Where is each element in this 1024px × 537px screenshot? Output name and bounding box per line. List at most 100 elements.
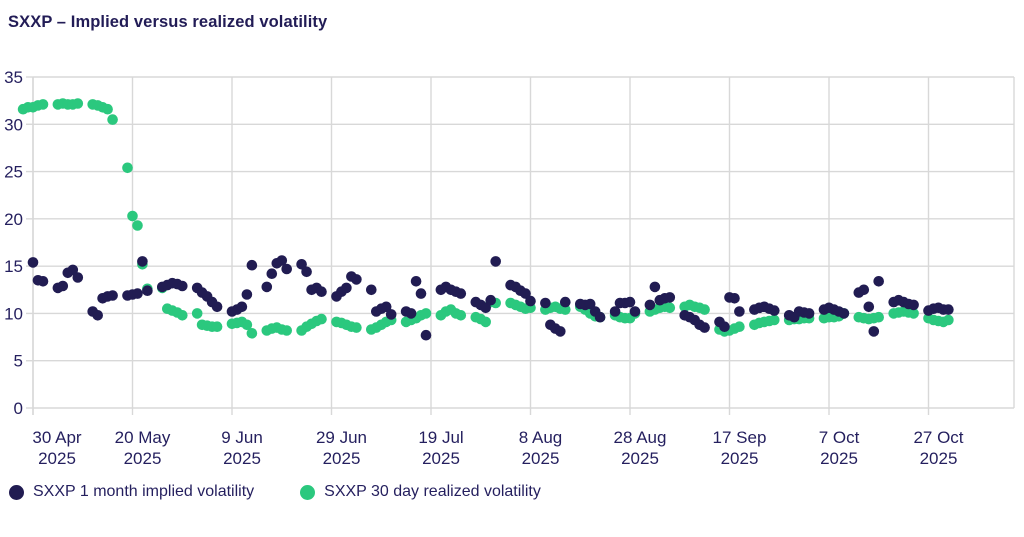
data-point-realized[interactable] bbox=[734, 321, 745, 333]
data-point-implied[interactable] bbox=[241, 289, 253, 300]
data-point-implied[interactable] bbox=[584, 298, 596, 310]
data-point-implied[interactable] bbox=[67, 264, 79, 276]
data-point-implied[interactable] bbox=[644, 299, 656, 311]
data-point-realized[interactable] bbox=[177, 310, 188, 321]
data-point-implied[interactable] bbox=[211, 301, 223, 313]
data-point-implied[interactable] bbox=[729, 293, 740, 304]
data-point-implied[interactable] bbox=[943, 304, 954, 315]
data-point-realized[interactable] bbox=[351, 322, 362, 333]
data-point-implied[interactable] bbox=[560, 296, 571, 308]
data-point-implied[interactable] bbox=[296, 259, 307, 270]
x-tick-label-year: 2025 bbox=[721, 449, 759, 468]
data-point-implied[interactable] bbox=[719, 321, 730, 333]
data-point-implied[interactable] bbox=[858, 284, 870, 296]
data-point-realized[interactable] bbox=[246, 328, 258, 339]
y-tick-label: 5 bbox=[14, 352, 23, 371]
data-point-implied[interactable] bbox=[664, 292, 676, 303]
data-point-implied[interactable] bbox=[281, 263, 293, 275]
data-point-realized[interactable] bbox=[281, 325, 293, 336]
data-point-implied[interactable] bbox=[142, 285, 153, 297]
data-point-realized[interactable] bbox=[769, 314, 780, 326]
data-point-realized[interactable] bbox=[211, 321, 223, 333]
data-point-implied[interactable] bbox=[838, 308, 850, 319]
data-point-implied[interactable] bbox=[609, 306, 621, 317]
data-point-implied[interactable] bbox=[57, 280, 69, 292]
data-point-implied[interactable] bbox=[485, 294, 497, 306]
chart-legend: SXXP 1 month implied volatility SXXP 30 … bbox=[9, 483, 541, 501]
data-point-implied[interactable] bbox=[380, 301, 392, 313]
data-point-implied[interactable] bbox=[863, 301, 875, 313]
legend-label-realized: SXXP 30 day realized volatility bbox=[324, 483, 541, 500]
data-point-realized[interactable] bbox=[908, 308, 919, 319]
data-point-implied[interactable] bbox=[420, 329, 432, 341]
legend-item-realized[interactable]: SXXP 30 day realized volatility bbox=[300, 483, 541, 501]
data-point-realized[interactable] bbox=[420, 308, 432, 319]
data-point-realized[interactable] bbox=[241, 319, 253, 331]
data-point-implied[interactable] bbox=[301, 266, 312, 278]
data-point-implied[interactable] bbox=[699, 322, 710, 333]
data-point-implied[interactable] bbox=[385, 309, 397, 320]
data-point-realized[interactable] bbox=[122, 162, 133, 174]
chart-title: SXXP – Implied versus realized volatilit… bbox=[8, 13, 328, 31]
data-point-implied[interactable] bbox=[366, 284, 377, 296]
x-tick-label-date: 20 May bbox=[115, 428, 171, 447]
y-tick-label: 10 bbox=[4, 304, 23, 323]
data-point-implied[interactable] bbox=[555, 326, 566, 337]
data-point-realized[interactable] bbox=[943, 314, 954, 326]
data-point-implied[interactable] bbox=[27, 257, 39, 268]
data-point-implied[interactable] bbox=[624, 296, 636, 308]
data-point-implied[interactable] bbox=[734, 306, 745, 317]
data-point-implied[interactable] bbox=[803, 308, 815, 319]
data-point-implied[interactable] bbox=[72, 272, 84, 283]
data-point-implied[interactable] bbox=[629, 306, 641, 317]
data-point-implied[interactable] bbox=[525, 295, 536, 307]
data-point-realized[interactable] bbox=[102, 103, 113, 115]
data-point-realized[interactable] bbox=[132, 220, 143, 231]
data-point-implied[interactable] bbox=[236, 301, 248, 313]
data-point-realized[interactable] bbox=[72, 98, 84, 109]
x-tick-label-date: 8 Aug bbox=[519, 428, 563, 447]
data-point-implied[interactable] bbox=[769, 305, 780, 316]
data-point-realized[interactable] bbox=[316, 313, 327, 325]
data-point-realized[interactable] bbox=[455, 310, 467, 321]
data-point-realized[interactable] bbox=[127, 210, 138, 222]
data-point-implied[interactable] bbox=[490, 256, 502, 267]
data-point-implied[interactable] bbox=[908, 299, 919, 311]
data-point-implied[interactable] bbox=[261, 281, 273, 293]
data-point-implied[interactable] bbox=[410, 276, 422, 287]
data-point-implied[interactable] bbox=[868, 326, 880, 337]
data-point-implied[interactable] bbox=[276, 255, 288, 266]
data-point-realized[interactable] bbox=[107, 114, 118, 125]
data-point-realized[interactable] bbox=[191, 308, 203, 319]
data-point-realized[interactable] bbox=[37, 99, 49, 110]
x-tick-label-year: 2025 bbox=[422, 449, 460, 468]
data-point-realized[interactable] bbox=[699, 304, 710, 315]
data-point-implied[interactable] bbox=[177, 280, 188, 292]
data-point-implied[interactable] bbox=[351, 274, 362, 285]
data-point-implied[interactable] bbox=[37, 276, 49, 287]
data-point-implied[interactable] bbox=[594, 311, 606, 323]
data-point-implied[interactable] bbox=[480, 302, 492, 314]
data-point-realized[interactable] bbox=[480, 316, 492, 328]
data-point-implied[interactable] bbox=[137, 256, 148, 267]
data-point-implied[interactable] bbox=[341, 282, 352, 294]
data-point-implied[interactable] bbox=[455, 288, 467, 299]
data-point-implied[interactable] bbox=[520, 288, 531, 299]
data-point-implied[interactable] bbox=[132, 288, 143, 299]
data-point-realized[interactable] bbox=[664, 302, 676, 314]
data-point-implied[interactable] bbox=[649, 281, 661, 293]
data-point-implied[interactable] bbox=[246, 259, 258, 271]
data-point-realized[interactable] bbox=[560, 304, 571, 315]
data-point-implied[interactable] bbox=[540, 297, 551, 309]
data-point-implied[interactable] bbox=[92, 310, 103, 321]
y-tick-label: 30 bbox=[4, 115, 23, 134]
data-point-implied[interactable] bbox=[107, 290, 118, 301]
data-point-implied[interactable] bbox=[873, 276, 884, 287]
x-tick-label-year: 2025 bbox=[820, 449, 858, 468]
data-point-implied[interactable] bbox=[266, 268, 278, 280]
data-point-implied[interactable] bbox=[415, 288, 427, 299]
data-point-implied[interactable] bbox=[316, 286, 327, 298]
data-point-implied[interactable] bbox=[405, 308, 417, 319]
legend-item-implied[interactable]: SXXP 1 month implied volatility bbox=[9, 483, 254, 501]
data-point-realized[interactable] bbox=[873, 311, 884, 323]
